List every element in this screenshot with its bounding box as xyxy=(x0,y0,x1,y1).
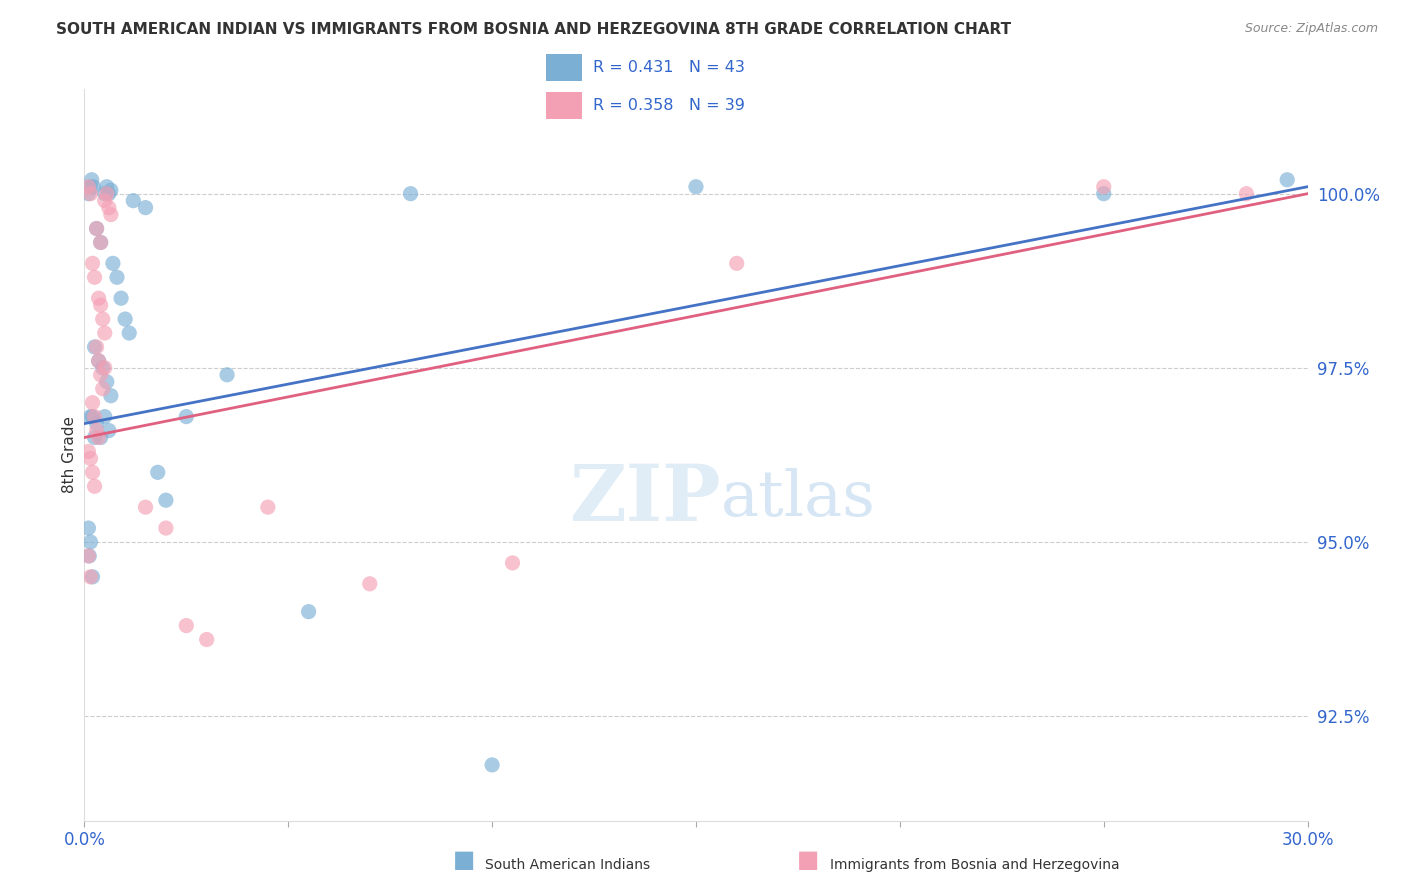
Text: Immigrants from Bosnia and Herzegovina: Immigrants from Bosnia and Herzegovina xyxy=(830,858,1119,872)
Point xyxy=(725,256,748,270)
Point xyxy=(77,186,100,201)
Point xyxy=(79,535,101,549)
Point xyxy=(90,235,112,250)
Point xyxy=(79,409,101,424)
Point xyxy=(82,395,104,409)
Point xyxy=(87,354,110,368)
Point xyxy=(96,179,118,194)
Text: R = 0.358   N = 39: R = 0.358 N = 39 xyxy=(593,98,745,113)
Point xyxy=(82,570,104,584)
Point xyxy=(79,451,101,466)
Point xyxy=(77,444,100,458)
Point xyxy=(83,409,105,424)
Point xyxy=(79,179,101,194)
Point xyxy=(110,291,132,305)
Point xyxy=(399,186,422,201)
Text: R = 0.431   N = 43: R = 0.431 N = 43 xyxy=(593,60,745,75)
Point xyxy=(155,521,177,535)
Point xyxy=(100,208,122,222)
FancyBboxPatch shape xyxy=(546,54,582,81)
Point xyxy=(1092,186,1115,201)
Point xyxy=(93,360,115,375)
Point xyxy=(77,549,100,563)
Point xyxy=(105,270,128,285)
Point xyxy=(174,409,197,424)
Point xyxy=(86,424,108,438)
Point xyxy=(79,570,101,584)
FancyBboxPatch shape xyxy=(546,92,582,120)
Point xyxy=(82,409,104,424)
Point xyxy=(90,298,112,312)
Point xyxy=(100,183,122,197)
Point xyxy=(100,389,122,403)
Point xyxy=(77,521,100,535)
Point xyxy=(83,340,105,354)
Point xyxy=(90,430,112,444)
Point xyxy=(114,312,136,326)
Point xyxy=(87,430,110,444)
Point xyxy=(82,179,104,194)
Point xyxy=(86,340,108,354)
Point xyxy=(101,256,124,270)
Text: atlas: atlas xyxy=(720,468,876,529)
Point xyxy=(217,368,239,382)
Point xyxy=(80,173,103,187)
Point xyxy=(146,466,169,480)
Point xyxy=(155,493,177,508)
Point xyxy=(93,186,115,201)
Point xyxy=(77,179,100,194)
Point xyxy=(1277,173,1299,187)
Point xyxy=(83,270,105,285)
Point xyxy=(501,556,523,570)
Point xyxy=(86,221,108,235)
Point xyxy=(97,186,120,201)
Point xyxy=(685,179,707,194)
Point xyxy=(257,500,280,515)
Point xyxy=(91,382,114,396)
Text: Source: ZipAtlas.com: Source: ZipAtlas.com xyxy=(1244,22,1378,36)
Point xyxy=(135,201,157,215)
Point xyxy=(118,326,141,340)
Point xyxy=(359,576,381,591)
Point xyxy=(93,326,115,340)
Point xyxy=(82,256,104,270)
Point xyxy=(91,312,114,326)
Point xyxy=(77,549,100,563)
Point xyxy=(1092,179,1115,194)
Point xyxy=(87,291,110,305)
Point xyxy=(93,194,115,208)
Point xyxy=(83,479,105,493)
Point xyxy=(298,605,321,619)
Text: SOUTH AMERICAN INDIAN VS IMMIGRANTS FROM BOSNIA AND HERZEGOVINA 8TH GRADE CORREL: SOUTH AMERICAN INDIAN VS IMMIGRANTS FROM… xyxy=(56,22,1011,37)
Point xyxy=(122,194,145,208)
Point xyxy=(87,354,110,368)
Text: ■: ■ xyxy=(453,848,475,872)
Point xyxy=(83,430,105,444)
Point xyxy=(91,360,114,375)
Point xyxy=(93,409,115,424)
Point xyxy=(96,375,118,389)
Point xyxy=(86,417,108,431)
Point xyxy=(135,500,157,515)
Point xyxy=(97,424,120,438)
Point xyxy=(90,235,112,250)
Point xyxy=(96,186,118,201)
Text: ZIP: ZIP xyxy=(569,461,720,537)
Point xyxy=(86,221,108,235)
Text: ■: ■ xyxy=(797,848,820,872)
Point xyxy=(195,632,218,647)
Point xyxy=(97,201,120,215)
Point xyxy=(79,186,101,201)
Point xyxy=(90,368,112,382)
Point xyxy=(1234,186,1257,201)
Point xyxy=(174,618,197,632)
Point xyxy=(481,758,503,772)
Y-axis label: 8th Grade: 8th Grade xyxy=(62,417,77,493)
Text: South American Indians: South American Indians xyxy=(485,858,650,872)
Point xyxy=(82,466,104,480)
